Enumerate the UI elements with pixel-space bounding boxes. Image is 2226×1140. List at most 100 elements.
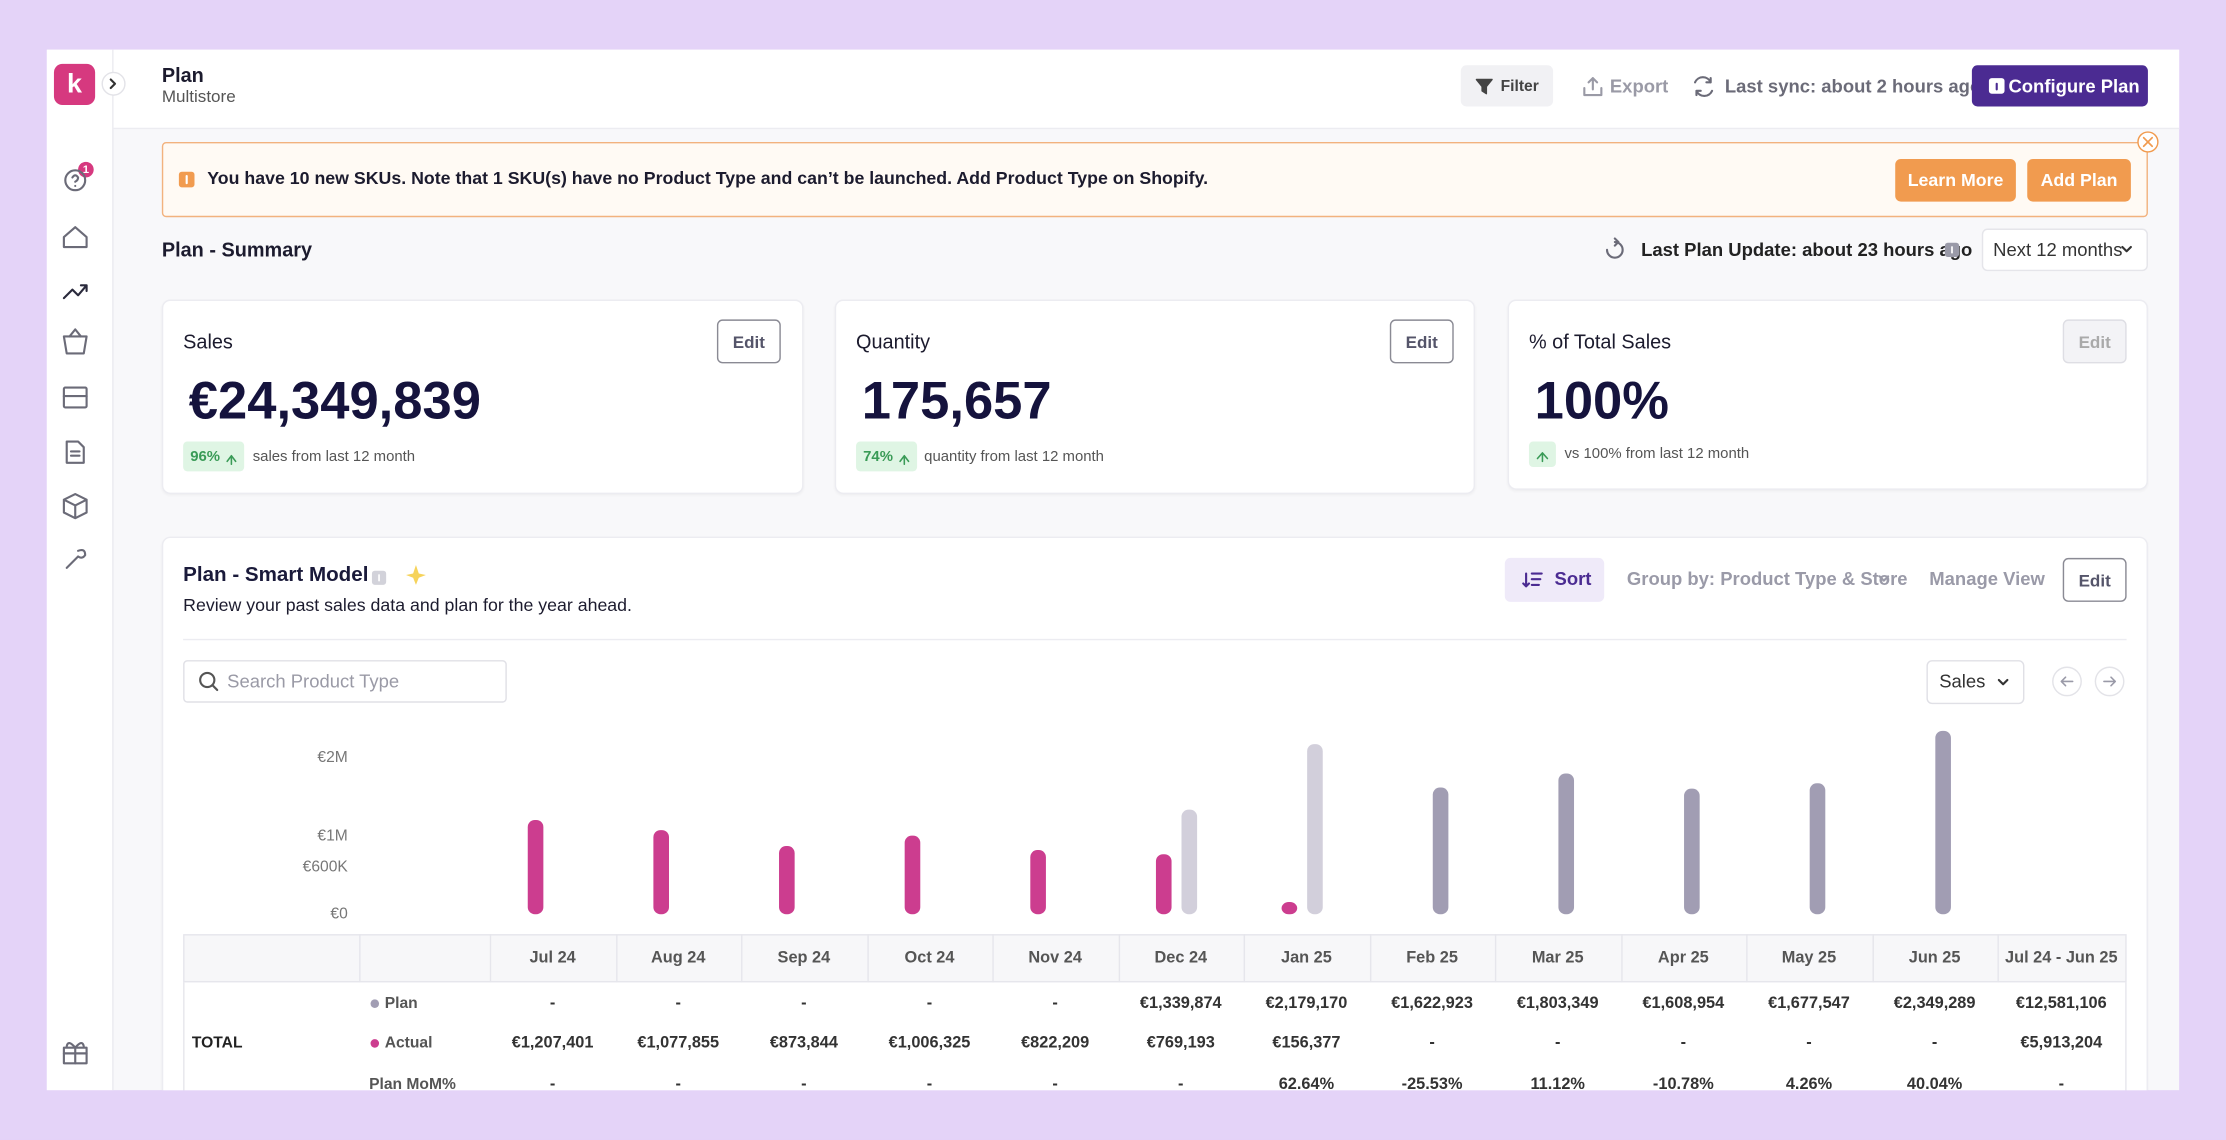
column-divider: [1494, 934, 1497, 983]
bar: [1155, 854, 1172, 915]
column-divider: [1620, 934, 1622, 983]
table-cell: -: [926, 1076, 933, 1094]
legend-dot: [370, 999, 380, 1008]
badge-label: 74%: [863, 448, 893, 466]
table-cell: €769,193: [1146, 1034, 1215, 1052]
search-box[interactable]: [183, 660, 507, 703]
manage-view[interactable]: Manage View: [1929, 568, 2045, 590]
period-dropdown[interactable]: [1981, 228, 2148, 272]
table-cell: 4.26%: [1785, 1076, 1833, 1094]
bar: [1935, 730, 1951, 915]
column-header: Aug 24: [651, 949, 706, 967]
badge: [183, 441, 245, 472]
row-label: TOTAL: [191, 1034, 243, 1052]
table-cell: €1,077,855: [637, 1034, 720, 1052]
y-tick-label: €0: [330, 905, 348, 922]
table-cell: -: [801, 1076, 807, 1094]
bar: [1181, 809, 1198, 915]
column-header: Dec 24: [1154, 949, 1208, 967]
table-cell: -: [926, 995, 933, 1013]
badge: [856, 441, 918, 472]
legend-entry: Plan: [384, 995, 418, 1013]
table-cell: -25.53%: [1401, 1076, 1463, 1094]
edit-button: Edit: [2062, 319, 2127, 364]
table-cell: -: [675, 995, 681, 1013]
table-cell: €1,339,874: [1139, 995, 1222, 1013]
edit-button[interactable]: Edit: [716, 319, 781, 364]
bar: [1684, 788, 1700, 915]
card-value: €24,349,839: [188, 371, 481, 430]
card-value: 100%: [1534, 371, 1669, 430]
divider: [183, 638, 2127, 641]
column-divider: [489, 934, 492, 983]
column-divider: [1997, 934, 1999, 983]
last-plan-update: Last Plan Update: about 23 hours ago: [1641, 238, 1973, 261]
edit-button[interactable]: Edit: [2062, 557, 2127, 602]
card-note: vs 100% from last 12 month: [1564, 445, 1750, 463]
metric-label: Sales: [1939, 670, 1986, 692]
table-cell: -: [549, 1076, 556, 1094]
table-header-row: [183, 934, 2127, 983]
table-cell: €2,349,289: [1893, 995, 1976, 1013]
card-title: Quantity: [856, 330, 931, 353]
share-card: [1507, 299, 2148, 490]
column-divider: [741, 934, 743, 983]
table-body: [183, 982, 2127, 1140]
banner: [161, 141, 2148, 218]
table-cell: -: [1680, 1034, 1687, 1052]
column-header: Feb 25: [1406, 949, 1458, 967]
filter-button[interactable]: Filter: [1460, 65, 1554, 107]
learn-more-button[interactable]: Learn More: [1895, 158, 2016, 202]
column-header: May 25: [1781, 949, 1837, 967]
column-divider: [1871, 934, 1874, 983]
column-divider: [866, 934, 869, 983]
column-header: Jul 24 - Jun 25: [2005, 949, 2118, 967]
sidebar: [46, 49, 114, 1091]
search-placeholder: Search Product Type: [227, 670, 400, 692]
bar: [1307, 744, 1323, 915]
bar: [1558, 773, 1575, 915]
column-header: Jul 24: [529, 949, 576, 967]
bar: [1281, 902, 1298, 915]
sort-button[interactable]: [1504, 557, 1605, 602]
table-cell: -: [1429, 1034, 1435, 1052]
table-cell: -: [675, 1076, 681, 1094]
row-name: Plan MoM%: [369, 1076, 456, 1094]
card-note: quantity from last 12 month: [924, 448, 1104, 466]
table-cell: €12,581,106: [2015, 995, 2107, 1013]
table-cell: €2,179,170: [1265, 995, 1348, 1013]
sales-card: [161, 299, 804, 495]
filter-label: Filter: [1500, 77, 1539, 95]
last-sync: Last sync: about 2 hours ago: [1724, 75, 1982, 97]
column-header: Jan 25: [1281, 949, 1332, 967]
bar: [653, 830, 670, 915]
sort-label: Sort: [1554, 568, 1592, 590]
bar: [779, 846, 795, 915]
y-tick-label: €2M: [317, 749, 347, 766]
smart-model-title: Plan - Smart Model: [183, 564, 369, 587]
add-plan-button[interactable]: Add Plan: [2027, 158, 2131, 202]
logo[interactable]: k: [53, 63, 96, 106]
configure-plan-label: Configure Plan: [2008, 75, 2140, 97]
group-by[interactable]: Group by: Product Type & Store: [1626, 568, 1908, 590]
table-cell: €822,209: [1021, 1034, 1090, 1052]
column-divider: [359, 934, 361, 983]
table-cell: €1,608,954: [1642, 995, 1725, 1013]
column-divider: [1117, 934, 1120, 983]
y-tick-label: €600K: [303, 859, 349, 876]
legend-dot: [370, 1039, 380, 1048]
banner-message: You have 10 new SKUs. Note that 1 SKU(s)…: [207, 168, 1209, 189]
table-cell: -: [549, 995, 556, 1013]
page-title: Plan: [161, 63, 204, 87]
table-cell: 62.64%: [1278, 1076, 1335, 1094]
table-cell: -: [1554, 1034, 1561, 1052]
edit-button[interactable]: Edit: [1389, 319, 1454, 364]
card-value: 175,657: [861, 371, 1052, 430]
metric-dropdown[interactable]: [1926, 660, 2025, 705]
bar: [904, 835, 921, 915]
card-note: sales from last 12 month: [252, 448, 416, 466]
card-title: % of Total Sales: [1528, 330, 1672, 353]
bar: [1432, 787, 1449, 915]
export-button[interactable]: Export: [1609, 75, 1669, 97]
